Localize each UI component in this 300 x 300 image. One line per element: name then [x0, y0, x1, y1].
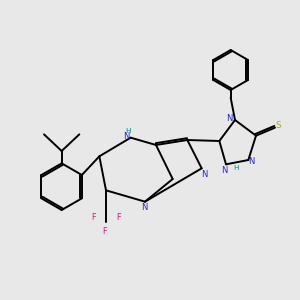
Text: N: N: [201, 170, 208, 179]
Text: H: H: [125, 128, 131, 134]
Text: F: F: [91, 213, 96, 222]
Text: F: F: [102, 226, 107, 236]
Text: N: N: [248, 157, 255, 166]
Text: N: N: [141, 202, 148, 211]
Text: S: S: [276, 121, 281, 130]
Text: N: N: [226, 113, 233, 122]
Text: H: H: [233, 165, 239, 171]
Text: N: N: [221, 166, 228, 175]
Text: F: F: [116, 213, 121, 222]
Text: N: N: [124, 132, 130, 141]
